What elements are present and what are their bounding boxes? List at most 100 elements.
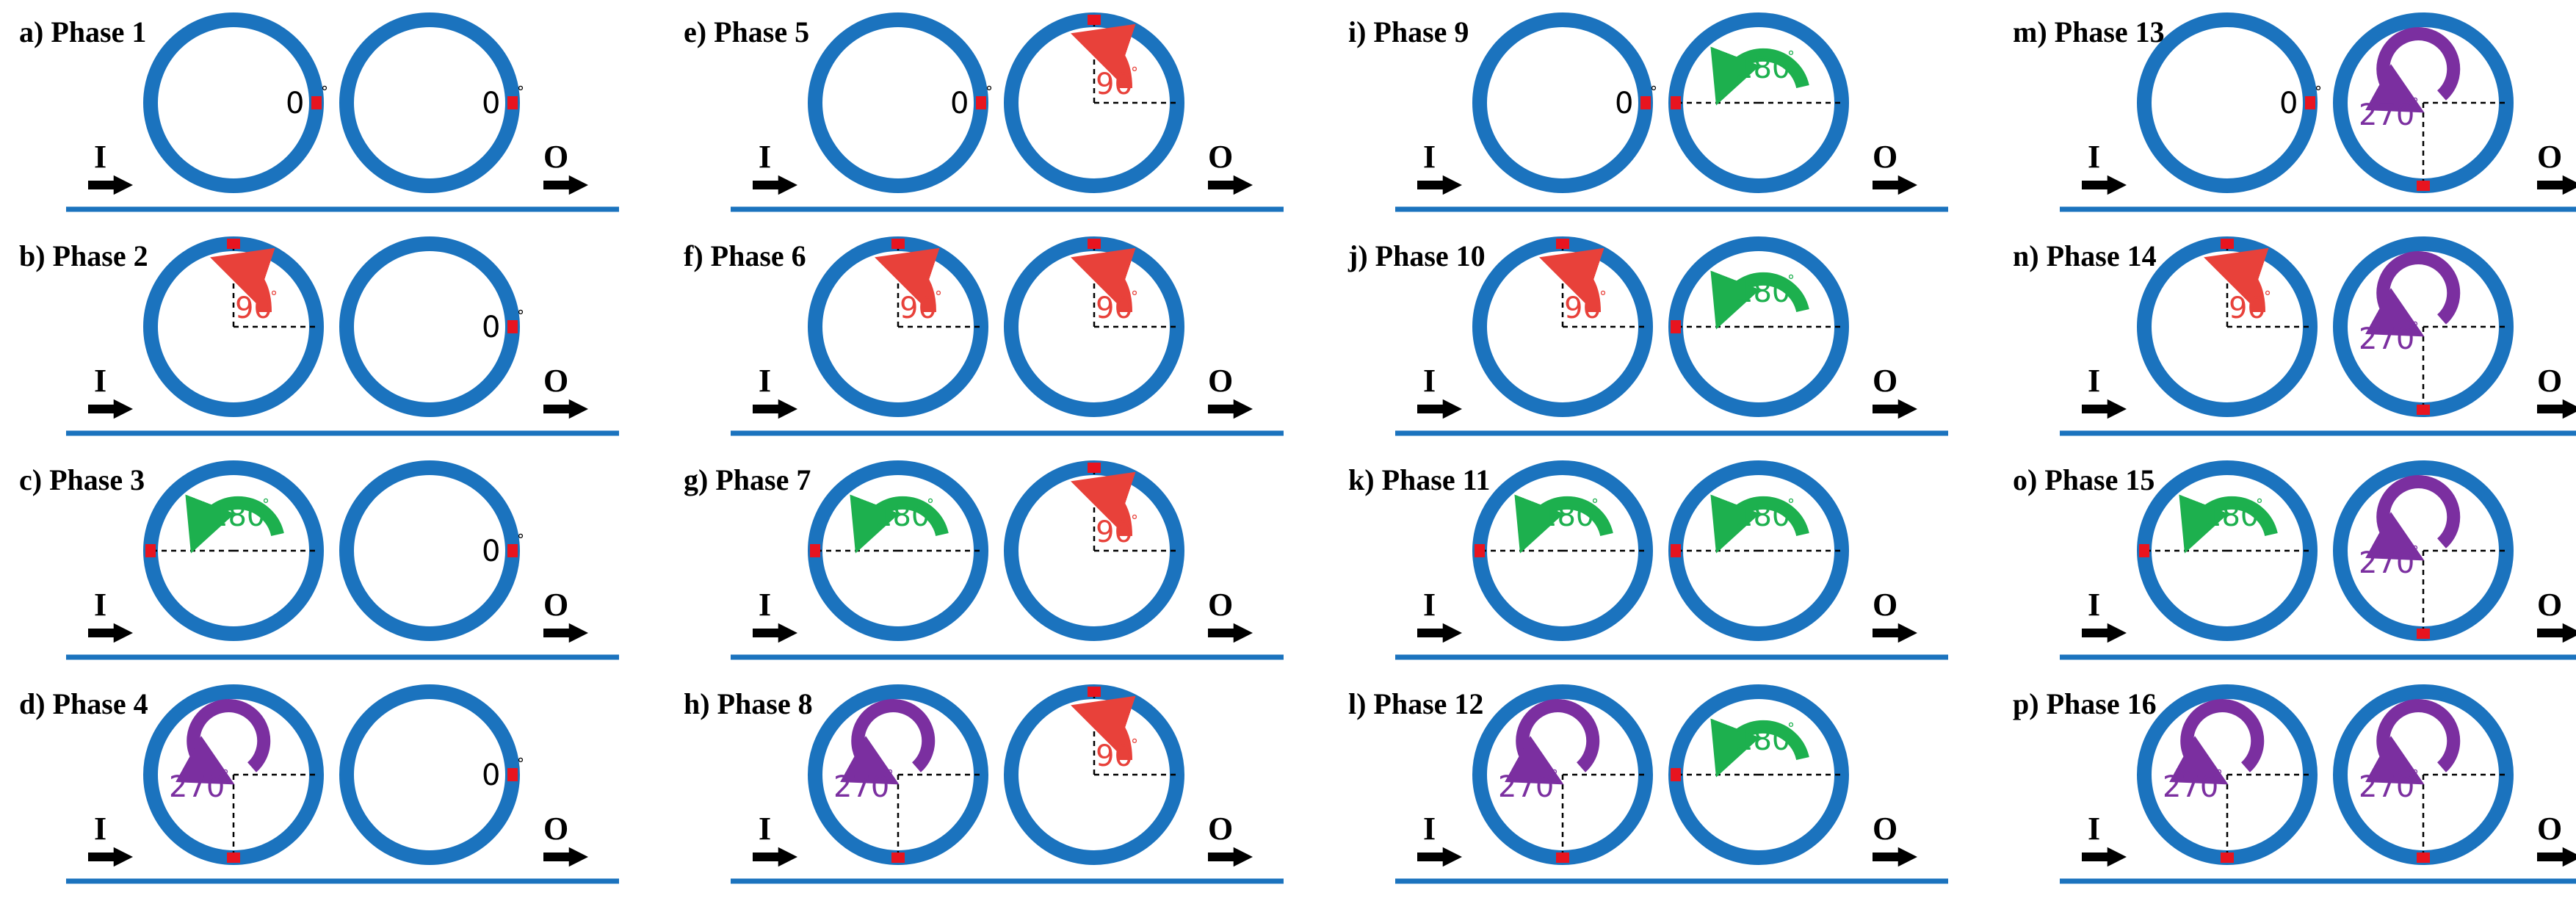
phase-degree-label: 180	[1734, 723, 1790, 757]
phase-arrow-180	[1710, 46, 1809, 106]
phase-marker	[1475, 544, 1485, 557]
degree-symbol: °	[2412, 319, 2419, 336]
phase-degree-label: 180	[1734, 51, 1790, 85]
degree-symbol: °	[1650, 83, 1657, 101]
phase-arrow-180	[185, 494, 284, 554]
output-label: O	[543, 587, 568, 623]
phase-arrow-270	[2365, 699, 2461, 785]
degree-symbol: °	[1551, 767, 1558, 784]
panel-title: n) Phase 14	[2013, 239, 2157, 272]
phase-arrow-180	[2179, 494, 2278, 554]
phase-marker	[507, 320, 518, 333]
input-label: I	[1423, 587, 1436, 623]
input-label: I	[1423, 139, 1436, 175]
phase-arrow-90	[1071, 23, 1136, 89]
panel-title: f) Phase 6	[684, 239, 806, 272]
phase-degree-label: 90	[1096, 292, 1133, 325]
input-label: I	[759, 363, 771, 399]
output-label: O	[1873, 811, 1897, 847]
input-label: I	[1423, 363, 1436, 399]
phase-marker	[1088, 239, 1101, 249]
panel-title: p) Phase 16	[2013, 687, 2157, 720]
degree-symbol: °	[1131, 512, 1138, 529]
input-label: I	[2088, 811, 2100, 847]
phase-degree-label: 270	[2359, 546, 2414, 580]
panel-title: d) Phase 4	[19, 687, 148, 720]
phase-marker	[1671, 768, 1681, 781]
phase-degree-label: 270	[169, 770, 225, 804]
phase-marker	[1671, 544, 1681, 557]
input-label: I	[94, 363, 106, 399]
degree-symbol: °	[2412, 543, 2419, 560]
phase-marker	[2221, 853, 2234, 863]
phase-arrow-90	[1539, 247, 1604, 313]
phase-marker	[1556, 239, 1569, 249]
phase-degree-label: 180	[1734, 275, 1790, 309]
phase-marker	[1088, 463, 1101, 473]
panel-title: j) Phase 10	[1347, 239, 1486, 272]
phase-degree-label: 0	[482, 759, 500, 792]
phase-degree-label: 0	[2279, 87, 2298, 120]
degree-symbol: °	[1787, 720, 1795, 737]
degree-symbol: °	[886, 767, 894, 784]
degree-symbol: °	[2264, 288, 2271, 305]
phase-arrow-270	[2365, 475, 2461, 561]
phase-marker	[891, 239, 905, 249]
phase-degree-label: 270	[1498, 770, 1554, 804]
degree-symbol: °	[1591, 496, 1599, 513]
output-label: O	[1873, 139, 1897, 175]
phase-marker	[227, 853, 240, 863]
phase-arrow-180	[1710, 718, 1809, 778]
phase-degree-label: 0	[482, 311, 500, 344]
degree-symbol: °	[935, 288, 942, 305]
output-label: O	[1208, 363, 1233, 399]
degree-symbol: °	[1131, 736, 1138, 753]
degree-symbol: °	[270, 288, 278, 305]
phase-degree-label: 90	[1096, 68, 1133, 101]
phase-marker	[1671, 96, 1681, 109]
output-label: O	[543, 363, 568, 399]
output-label: O	[1208, 811, 1233, 847]
phase-marker	[2417, 405, 2430, 415]
phase-marker	[2221, 239, 2234, 249]
phase-degree-label: 0	[482, 87, 500, 120]
phase-degree-label: 90	[1096, 739, 1133, 773]
panel-title: l) Phase 12	[1348, 687, 1483, 720]
phase-degree-label: 0	[482, 535, 500, 568]
input-label: I	[1423, 811, 1436, 847]
phase-degree-label: 180	[1538, 499, 1594, 533]
phase-degree-label: 270	[2163, 770, 2218, 804]
phase-degree-label: 180	[1734, 499, 1790, 533]
panel-phase-5: e) Phase 5I O0 ° 90°	[684, 12, 1284, 212]
panel-phase-6: f) Phase 6I O90° 90°	[684, 236, 1284, 436]
phase-arrow-180	[1710, 270, 1809, 330]
panel-phase-14: n) Phase 14I O90°270°	[2013, 236, 2576, 436]
phase-marker	[2139, 544, 2149, 557]
phase-degree-label: 90	[2229, 292, 2266, 325]
phase-arrow-270	[176, 699, 271, 785]
phase-arrow-90	[875, 247, 940, 313]
output-label: O	[1208, 587, 1233, 623]
phase-marker	[1088, 687, 1101, 697]
phase-marker	[1640, 96, 1651, 109]
panel-title: i) Phase 9	[1348, 15, 1469, 48]
panel-title: e) Phase 5	[684, 15, 809, 48]
degree-symbol: °	[927, 496, 934, 513]
degree-symbol: °	[1787, 272, 1795, 289]
phase-marker	[810, 544, 820, 557]
phase-degree-label: 180	[2203, 499, 2259, 533]
input-label: I	[759, 811, 771, 847]
degree-symbol: °	[517, 531, 524, 549]
phase-degree-label: 270	[2359, 770, 2414, 804]
phase-marker	[507, 96, 518, 109]
input-label: I	[2088, 139, 2100, 175]
phase-arrow-90	[1071, 695, 1136, 761]
phase-marker	[311, 96, 322, 109]
panel-title: g) Phase 7	[684, 463, 811, 496]
